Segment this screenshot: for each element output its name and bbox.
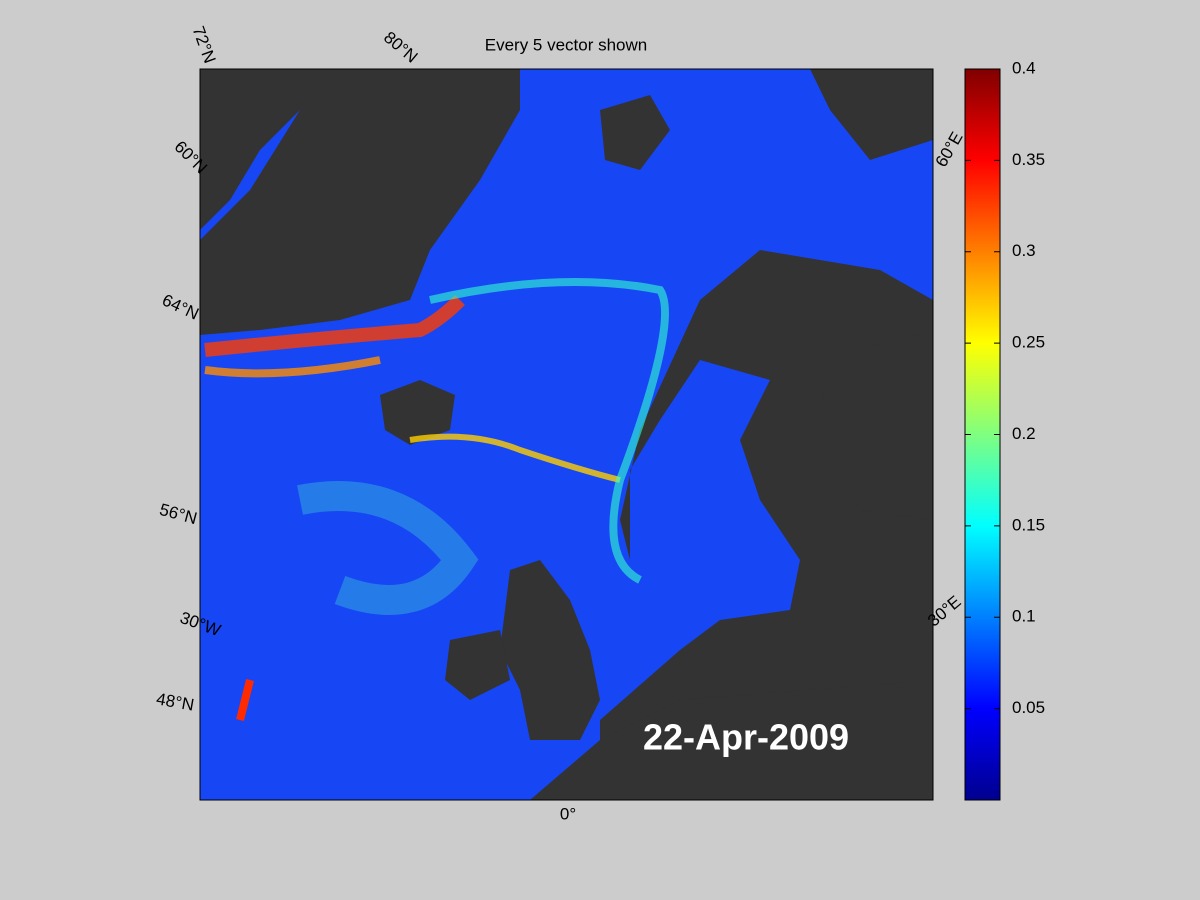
europe — [530, 680, 933, 800]
current-streak — [429, 278, 669, 584]
grid-label: 0° — [560, 804, 576, 823]
current-streak — [204, 356, 381, 378]
colorbar-tick-label: 0.15 — [1012, 515, 1045, 534]
current-streak — [409, 433, 621, 483]
current-streak — [236, 679, 254, 721]
colorbar-tick-label: 0.1 — [1012, 607, 1036, 626]
colorbar-tick-label: 0.2 — [1012, 424, 1036, 443]
map — [200, 69, 933, 800]
colorbar-tick-label: 0.05 — [1012, 698, 1045, 717]
title: Every 5 vector shown — [485, 35, 648, 54]
iceland — [380, 380, 455, 445]
greenland — [200, 69, 320, 230]
novaya-zemlya — [810, 69, 933, 160]
ireland — [445, 630, 510, 700]
date-label: 22-Apr-2009 — [643, 717, 849, 758]
greenland-main — [200, 69, 520, 335]
colorbar-tick-label: 0.3 — [1012, 241, 1036, 260]
britain — [500, 560, 600, 740]
current-streak — [204, 295, 465, 357]
current-field — [297, 481, 479, 615]
colorbar-tick-label: 0.4 — [1012, 58, 1036, 77]
svalbard — [600, 95, 670, 170]
colorbar-tick-label: 0.35 — [1012, 150, 1045, 169]
colorbar-tick-label: 0.25 — [1012, 333, 1045, 352]
finland — [820, 330, 933, 520]
axes-frame — [199, 68, 934, 801]
